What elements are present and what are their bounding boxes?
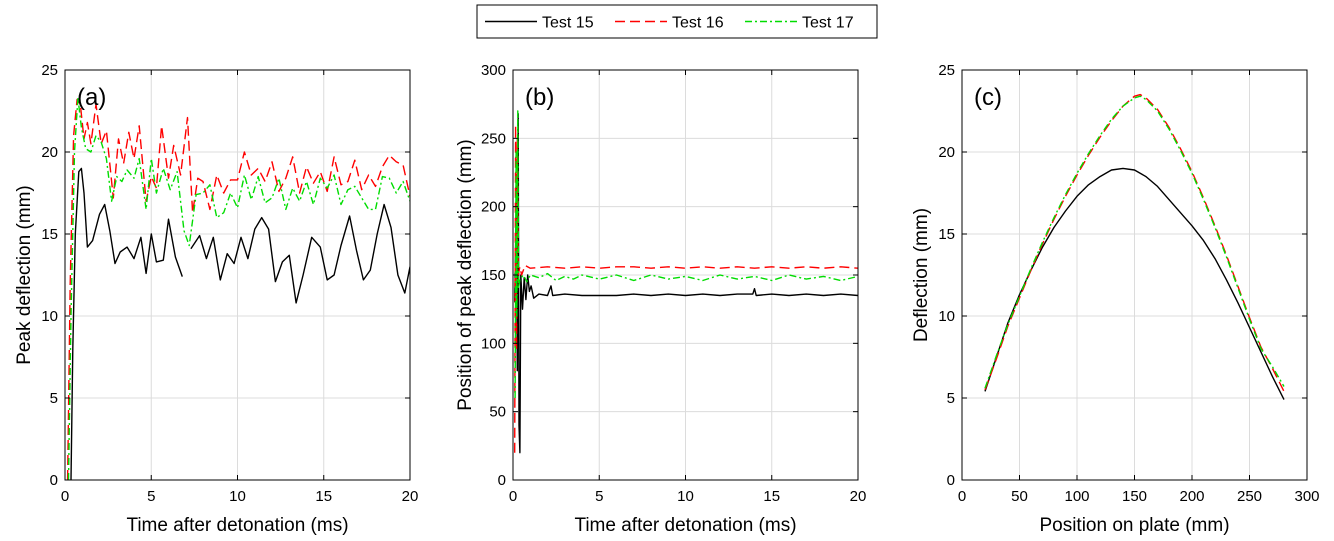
series-line-test-17 <box>514 110 858 399</box>
y-tick-label: 0 <box>947 472 955 489</box>
y-axis-label: Position of peak deflection (mm) <box>455 139 476 410</box>
x-axis-label: Time after detonation (ms) <box>126 515 348 536</box>
x-tick-label: 10 <box>229 488 246 505</box>
legend: Test 15 Test 16 Test 17 <box>476 4 878 39</box>
y-tick-label: 25 <box>938 62 955 79</box>
y-tick-label: 150 <box>481 267 506 284</box>
series-line-test-15 <box>70 167 183 480</box>
y-tick-label: 300 <box>481 62 506 79</box>
legend-label: Test 17 <box>802 15 854 32</box>
y-axis-label: Deflection (mm) <box>911 208 932 342</box>
x-tick-label: 200 <box>1179 488 1204 505</box>
x-tick-label: 15 <box>763 488 780 505</box>
y-tick-label: 0 <box>498 472 506 489</box>
legend-label: Test 15 <box>542 15 594 32</box>
y-axis-label: Peak deflection (mm) <box>14 185 35 365</box>
chart-panel-1: 0 5 10 15 20 0 5 10 15 20 25 Time after detonation … <box>14 62 418 536</box>
series-line-test-15 <box>514 112 858 454</box>
series-line-test-15 <box>190 203 410 304</box>
y-tick-label: 250 <box>481 130 506 147</box>
x-tick-label: 20 <box>402 488 419 505</box>
series-line-test-16 <box>514 123 858 453</box>
y-tick-label: 50 <box>489 404 506 421</box>
panel-label: (c) <box>974 84 1002 111</box>
x-tick-label: 50 <box>1011 488 1028 505</box>
legend-label: Test 16 <box>672 15 724 32</box>
panel-label: (b) <box>525 84 554 111</box>
y-tick-label: 15 <box>938 226 955 243</box>
y-tick-label: 20 <box>41 144 58 161</box>
y-tick-label: 200 <box>481 199 506 216</box>
y-tick-label: 5 <box>947 390 955 407</box>
y-tick-label: 10 <box>41 308 58 325</box>
x-axis-label: Position on plate (mm) <box>1039 515 1229 536</box>
x-tick-label: 0 <box>509 488 517 505</box>
series-group <box>984 93 1285 400</box>
x-tick-label: 300 <box>1294 488 1319 505</box>
chart-panel-3: 0 50 100 150 200 250 300 0 5 10 15 20 25 Position on … <box>911 62 1320 536</box>
x-tick-label: 20 <box>850 488 867 505</box>
y-tick-label: 10 <box>938 308 955 325</box>
x-tick-label: 150 <box>1122 488 1147 505</box>
y-tick-label: 100 <box>481 335 506 352</box>
y-tick-label: 25 <box>41 62 58 79</box>
x-tick-label: 100 <box>1064 488 1089 505</box>
series-group <box>514 110 858 454</box>
x-tick-label: 0 <box>61 488 69 505</box>
y-tick-label: 5 <box>50 390 58 407</box>
series-line-test-16 <box>66 98 410 480</box>
x-axis-label: Time after detonation (ms) <box>574 515 796 536</box>
panel-label: (a) <box>77 84 106 111</box>
x-tick-label: 10 <box>677 488 694 505</box>
y-tick-label: 20 <box>938 144 955 161</box>
legend-box <box>476 4 878 39</box>
y-tick-label: 0 <box>50 472 58 489</box>
x-tick-label: 0 <box>958 488 966 505</box>
series-line-test-17 <box>67 97 410 480</box>
x-tick-label: 15 <box>315 488 332 505</box>
x-tick-label: 250 <box>1237 488 1262 505</box>
x-tick-label: 5 <box>595 488 603 505</box>
series-line-test-17 <box>984 95 1285 389</box>
x-tick-label: 5 <box>147 488 155 505</box>
series-group <box>66 97 410 480</box>
y-tick-label: 15 <box>41 226 58 243</box>
